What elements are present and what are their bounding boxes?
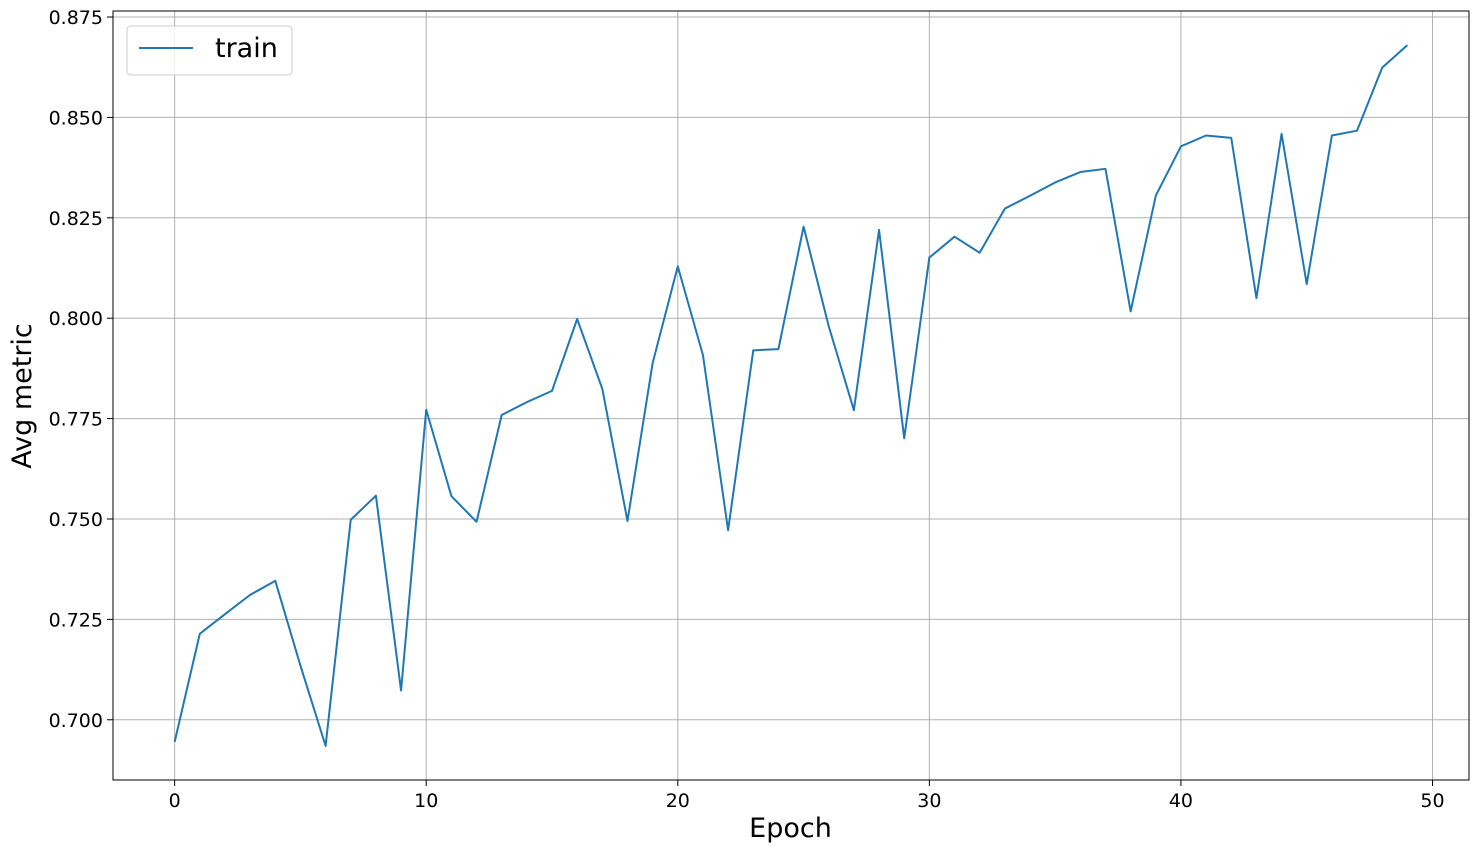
x-axis-label: Epoch — [749, 813, 832, 844]
y-tick-label: 0.725 — [49, 609, 103, 631]
x-tick-label: 20 — [666, 790, 690, 812]
legend: train — [126, 25, 293, 76]
series-line-train — [173, 44, 1409, 747]
y-tick-label: 0.825 — [49, 208, 103, 230]
legend-label-train: train — [215, 33, 278, 64]
y-tick-label: 0.800 — [49, 308, 103, 330]
legend-box — [126, 25, 293, 76]
series-lines — [173, 44, 1409, 747]
x-tick-label: 40 — [1169, 790, 1193, 812]
y-tick-label: 0.850 — [49, 107, 103, 129]
x-tick-label: 10 — [414, 790, 438, 812]
x-tick-label: 0 — [169, 790, 181, 812]
x-tick-label: 50 — [1420, 790, 1444, 812]
x-tick-label: 30 — [917, 790, 941, 812]
y-tick-label: 0.700 — [49, 710, 103, 732]
grid-lines — [113, 11, 1469, 780]
plot-frame — [112, 10, 1470, 781]
y-axis-label: Avg metric — [7, 323, 38, 469]
y-tick-label: 0.775 — [49, 409, 103, 431]
y-tick-label: 0.875 — [49, 7, 103, 29]
axis-ticks: 0 10 20 30 40 50 0.700 0.725 0.750 0.775 0.800 0.82… — [49, 7, 1445, 812]
y-tick-label: 0.750 — [49, 509, 103, 531]
